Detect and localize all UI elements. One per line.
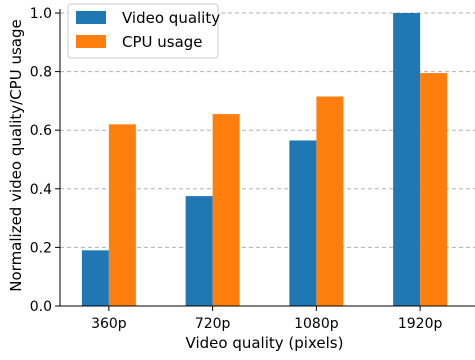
y-tick-label: 0.0 bbox=[30, 299, 52, 315]
legend-label: CPU usage bbox=[122, 33, 203, 51]
y-tick-label: 1.0 bbox=[30, 6, 52, 22]
bar-video-quality-1080p bbox=[289, 140, 317, 306]
legend-swatch bbox=[76, 35, 106, 48]
y-tick-label: 0.8 bbox=[30, 65, 52, 81]
bar-cpu-usage-1920p bbox=[420, 73, 448, 306]
bars bbox=[81, 13, 448, 307]
bar-cpu-usage-720p bbox=[212, 114, 240, 307]
y-axis-label: Normalized video quality/CPU usage bbox=[7, 19, 25, 291]
bar-video-quality-720p bbox=[185, 196, 213, 306]
legend-label: Video quality bbox=[122, 9, 220, 27]
legend-swatch bbox=[76, 11, 106, 24]
bar-cpu-usage-360p bbox=[108, 124, 136, 306]
axes bbox=[59, 9, 475, 307]
x-ticks: 360p 720p 1080p 1920p bbox=[91, 306, 442, 332]
x-tick-label: 1080p bbox=[294, 316, 339, 332]
y-tick-label: 0.4 bbox=[30, 182, 52, 198]
x-axis-label: Video quality (pixels) bbox=[186, 334, 344, 352]
y-tick-label: 0.2 bbox=[30, 240, 52, 256]
y-ticks: 0.0 0.2 0.4 0.6 0.8 1.0 bbox=[30, 6, 60, 315]
x-tick-label: 720p bbox=[195, 316, 231, 332]
x-tick-label: 1920p bbox=[398, 316, 443, 332]
y-tick-label: 0.6 bbox=[30, 123, 52, 139]
x-tick-label: 360p bbox=[91, 316, 127, 332]
bar-video-quality-360p bbox=[81, 250, 109, 306]
bar-video-quality-1920p bbox=[393, 13, 421, 306]
legend: Video quality CPU usage bbox=[67, 3, 220, 59]
bar-cpu-usage-1080p bbox=[316, 96, 344, 306]
